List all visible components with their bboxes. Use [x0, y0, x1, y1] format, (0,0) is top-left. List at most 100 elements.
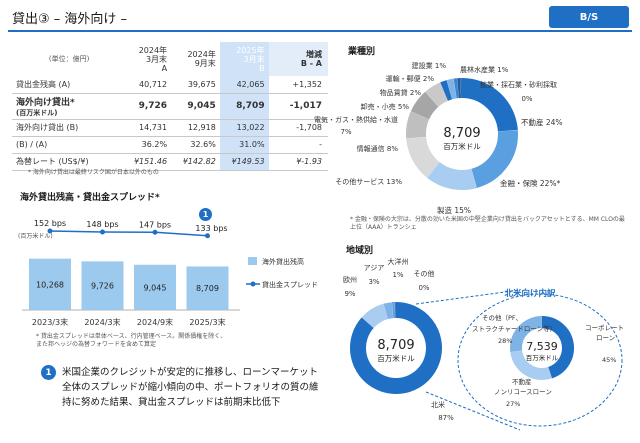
industry-label: 卸売・小売 5% [361, 102, 410, 111]
industry-label: 建設業 1% [412, 61, 447, 70]
bar-value-label: 9,726 [91, 282, 114, 291]
table-row: (B) / (A) 36.2% 32.6% 31.0% - [12, 136, 328, 154]
na-label: その他（PF、 [482, 313, 522, 322]
industry-center-unit: 百万米ドル [443, 141, 481, 151]
industry-slice-6 [425, 82, 449, 108]
industry-label: 物品賃貸 2% [380, 88, 422, 97]
spread-chart: (百万米ドル) 10,268 2023/3末 9,726 2024/3末 9,045 202… [18, 219, 318, 327]
industry-label: 電気・ガス・熱供給・水道 [314, 115, 398, 124]
bar-value-label: 8,709 [196, 284, 219, 293]
bar-2023/3末 [29, 258, 71, 310]
x-tick-label: 2023/3末 [32, 317, 68, 327]
industry-label: 0% [521, 95, 532, 103]
region-value: 0% [418, 284, 429, 292]
col-header-1: 2024年 3月末 A [138, 45, 168, 73]
spread-section-title: 海外貸出残高・貸出金スプレッド* [20, 193, 160, 203]
na-slice-2 [510, 316, 543, 353]
industry-label: 農林水産業 1% [460, 65, 509, 74]
table-row: 為替レート (US$/¥) ¥151.46 ¥142.82 ¥149.53 ¥-… [12, 153, 328, 171]
na-label: ローン [596, 334, 615, 342]
na-label: ノンリコースローン [494, 388, 552, 396]
industry-slice-8 [446, 78, 457, 100]
industry-slice-7 [440, 80, 453, 101]
spread-label: 147 bps [139, 220, 171, 229]
legend-line-label: 貸出金スプレッド [262, 280, 318, 289]
col-header-diff: 増減 B - A [268, 42, 328, 76]
na-label: 不動産 [512, 377, 532, 386]
spread-label: 148 bps [86, 220, 118, 229]
region-center-unit: 百万米ドル [377, 353, 415, 363]
page-title: 貸出③ – 海外向け – [12, 12, 128, 27]
unit-label: (単位：億円) [48, 54, 90, 63]
region-value: 87% [438, 414, 454, 422]
legend-bar-swatch [248, 257, 257, 265]
industry-slice-3 [406, 136, 440, 178]
na-label: ストラクチャードローン等） [472, 324, 556, 333]
bar-2025/3末 [186, 266, 229, 310]
na-label: 28% [498, 337, 512, 345]
industry-label: 情報通信 8% [357, 144, 399, 153]
col-header-3: 2025年 3月末 B [219, 42, 269, 76]
table-row: 海外向け貸出 (B) 14,731 12,918 13,022 -1,708 [12, 119, 328, 137]
industry-note: * 金融・保険の大宗は、分散の効いた米国の中堅企業向け貸出をバックアセットとする… [350, 216, 625, 231]
na-slice-0 [541, 316, 574, 379]
spread-label: 152 bps [34, 219, 66, 228]
lending-table: (単位：億円) 2024年 3月末 A 2024年 9月末 2025年 3月末 B 増減 B… [12, 42, 328, 171]
x-tick-label: 2024/9末 [137, 317, 173, 327]
bar-value-label: 9,045 [144, 283, 167, 292]
industry-slice-1 [471, 130, 518, 189]
na-title: 北米向け内訳 [504, 288, 556, 299]
callout-circle: 1 [199, 208, 212, 221]
bar-2024/9末 [134, 264, 176, 310]
spread-note: * 貸出金スプレッドは単体ベース、行内管理ベース。関係債権を除く、 また邦ヘッジ… [36, 333, 227, 348]
region-center-value: 8,709 [377, 338, 414, 353]
bar-value-label: 10,268 [36, 280, 64, 289]
spread-line [49, 230, 208, 237]
region-slice-1 [361, 303, 389, 329]
industry-slice-4 [406, 111, 430, 139]
region-value: 9% [344, 290, 355, 298]
callout-line [425, 391, 521, 431]
bs-badge: B/S [549, 6, 629, 28]
region-label: 北米 [431, 400, 445, 409]
region-label: 欧州 [343, 275, 357, 284]
breakdown-outline [457, 293, 623, 427]
industry-center-value: 8,709 [443, 126, 480, 141]
industry-slice-5 [410, 91, 439, 120]
region-slice-2 [383, 302, 394, 320]
region-label: アジア [364, 264, 385, 272]
legend-bar-label: 海外貸出残高 [262, 257, 304, 266]
spread-point [205, 233, 210, 239]
callout-line [415, 289, 521, 305]
table-row: 海外向け貸出* (百万米ドル) 9,726 9,045 8,709 -1,017 [12, 93, 328, 120]
na-label: 27% [506, 400, 520, 408]
industry-label: その他サービス 13% [335, 177, 402, 186]
na-slice-1 [510, 350, 552, 380]
na-label: コーポレート [585, 324, 624, 332]
industry-label: 金融・保険 22%* [500, 178, 561, 188]
table-note: * 海外向け貸出は最終リスク国が日本以外のもの [28, 169, 159, 176]
industry-slice-2 [427, 161, 477, 190]
legend-line-marker [250, 281, 256, 287]
industry-label: 運輸・郵便 2% [386, 74, 435, 83]
spread-label: 133 bps [195, 224, 227, 233]
industry-label: 不動産 24% [521, 117, 563, 127]
industry-label: 鉱業・採石業・砂利採取 [480, 80, 557, 89]
region-title: 地域別 [346, 246, 374, 256]
region-label: その他 [414, 269, 435, 278]
industry-slice-0 [461, 78, 518, 132]
industry-label: 7% [340, 128, 351, 136]
col-header-2: 2024年 9月末 [187, 50, 216, 68]
y-axis-label: (百万米ドル) [18, 232, 53, 240]
na-center-value: 7,539 [526, 340, 558, 353]
table-row: 貸出金残高 (A) 40,712 39,675 42,065 +1,352 [12, 76, 328, 94]
region-slice-0 [350, 302, 442, 394]
x-tick-label: 2024/3末 [84, 317, 120, 327]
spread-point [100, 229, 105, 235]
bar-2024/3末 [81, 261, 124, 310]
industry-label: 製造 15% [437, 205, 471, 215]
region-value: 3% [368, 278, 379, 286]
summary-text: 米国企業のクレジットが安定的に推移し、ローンマーケット全体のスプレッドが縮小傾向… [62, 367, 319, 408]
